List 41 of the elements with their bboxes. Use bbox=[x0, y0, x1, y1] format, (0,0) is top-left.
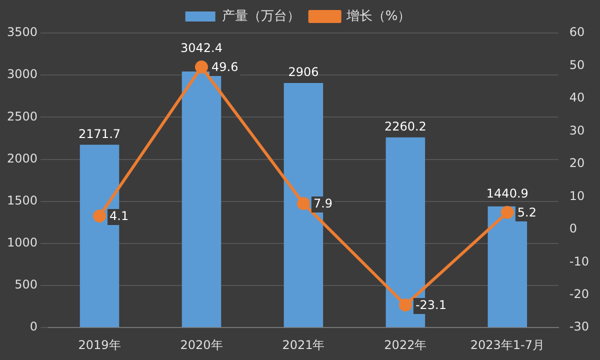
data-label: 2171.7 bbox=[78, 126, 121, 141]
bar bbox=[182, 72, 222, 328]
legend-label: 产量（万台） bbox=[222, 8, 300, 24]
y2-tick-label: 0 bbox=[569, 222, 578, 236]
x-tick-label: 2023年1-7月 bbox=[470, 338, 544, 352]
y2-tick-label: 30 bbox=[569, 123, 585, 138]
data-label: 5.2 bbox=[517, 206, 537, 220]
y-tick-label: 0 bbox=[30, 320, 38, 334]
y-tick-label: 1000 bbox=[6, 236, 38, 250]
data-label: 3042.4 bbox=[180, 41, 222, 56]
data-label: 49.6 bbox=[211, 60, 238, 74]
x-tick-label: 2021年 bbox=[282, 338, 325, 352]
y-tick-label: 2500 bbox=[6, 109, 38, 124]
legend-label: 增长（%） bbox=[345, 8, 411, 24]
point bbox=[296, 197, 310, 210]
y-tick-label: 3500 bbox=[6, 25, 38, 40]
point bbox=[398, 298, 412, 312]
y2-tick-label: 50 bbox=[569, 58, 585, 72]
y2-tick-label: -20 bbox=[569, 286, 590, 301]
data-label: 7.9 bbox=[313, 196, 333, 211]
y2-tick-label: 60 bbox=[569, 25, 585, 40]
y2-tick-label: 40 bbox=[569, 90, 585, 105]
y2-tick-label: -30 bbox=[569, 320, 590, 334]
y2-tick-label: 10 bbox=[569, 188, 585, 203]
point bbox=[93, 209, 106, 222]
x-tick-label: 2022年 bbox=[384, 338, 427, 352]
y2-tick-label: -10 bbox=[569, 254, 590, 268]
y2-tick-label: 20 bbox=[569, 156, 585, 170]
data-label: -23.1 bbox=[415, 298, 447, 312]
data-label: 1440.9 bbox=[486, 186, 528, 201]
y-tick-label: 2000 bbox=[6, 151, 38, 166]
x-tick-label: 2020年 bbox=[180, 338, 223, 352]
data-label: 4.1 bbox=[110, 209, 129, 224]
y-tick-label: 3000 bbox=[6, 67, 38, 82]
y-tick-label: 500 bbox=[14, 278, 38, 292]
data-label: 2260.2 bbox=[384, 119, 426, 134]
point bbox=[195, 60, 208, 74]
data-label: 2906 bbox=[288, 65, 319, 80]
point bbox=[500, 206, 514, 219]
x-tick-label: 2019年 bbox=[78, 338, 121, 352]
y-tick-label: 1500 bbox=[6, 193, 38, 208]
